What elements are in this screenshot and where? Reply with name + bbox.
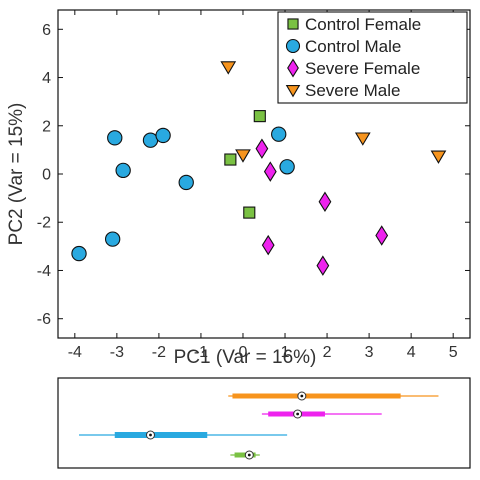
- point-triangle-down: [354, 132, 371, 146]
- point-diamond: [375, 225, 389, 246]
- x-tick-label: -2: [152, 344, 166, 361]
- legend-label: Control Male: [305, 37, 401, 56]
- y-tick-label: -6: [37, 311, 51, 328]
- y-tick-label: -4: [37, 263, 51, 280]
- x-axis: -4 -3 -2 -1 0 1 2 3 4 5: [68, 10, 458, 361]
- boxplot-panel: [57, 377, 471, 469]
- point-circle: [178, 174, 194, 191]
- y-tick-label: 0: [42, 167, 51, 184]
- x-tick-label: 2: [323, 344, 332, 361]
- legend-label: Severe Male: [305, 81, 400, 100]
- point-circle: [155, 127, 171, 144]
- x-axis-label: PC1 (Var = 16%): [174, 347, 317, 368]
- legend-marker: [285, 38, 301, 54]
- point-square: [243, 206, 256, 219]
- box-median-dot: [300, 394, 304, 398]
- x-tick-label: -4: [68, 344, 82, 361]
- scatter-points: [71, 61, 447, 276]
- y-axis: -6 -4 -2 0 2 4 6: [37, 22, 470, 328]
- box-median-dot: [296, 412, 300, 416]
- legend-marker: [285, 85, 301, 98]
- box-median-dot: [247, 453, 251, 457]
- legend-marker: [287, 58, 299, 78]
- x-tick-label: 0: [239, 344, 248, 361]
- x-tick-label: 4: [407, 344, 416, 361]
- x-tick-label: 5: [449, 344, 458, 361]
- point-circle: [104, 231, 121, 247]
- point-diamond: [255, 138, 269, 159]
- point-triangle-down: [220, 61, 237, 75]
- legend: Control Female Control Male Severe Female S…: [277, 11, 468, 104]
- y-tick-label: 6: [42, 22, 51, 39]
- box-iqr: [232, 393, 401, 399]
- point-diamond: [263, 161, 277, 182]
- y-axis-label: PC2 (Var = 15%): [6, 103, 27, 246]
- y-tick-label: -2: [37, 215, 51, 232]
- point-square: [224, 153, 237, 166]
- point-diamond: [316, 255, 330, 276]
- y-tick-label: 4: [42, 70, 51, 87]
- point-circle: [107, 130, 123, 146]
- legend-label: Severe Female: [305, 59, 420, 78]
- point-diamond: [318, 191, 332, 212]
- x-tick-label: -3: [110, 344, 124, 361]
- box-median-dot: [149, 433, 152, 437]
- point-circle: [279, 159, 295, 175]
- x-tick-label: -1: [194, 344, 208, 361]
- point-triangle-down: [430, 150, 447, 164]
- point-circle: [71, 245, 87, 262]
- legend-label: Control Female: [305, 15, 421, 34]
- point-circle: [271, 126, 287, 142]
- boxplot-frame: [57, 377, 471, 469]
- point-square: [253, 110, 266, 123]
- point-diamond: [261, 234, 275, 256]
- x-tick-label: 3: [365, 344, 374, 361]
- box-iqr: [114, 432, 208, 438]
- boxplot-rows: [79, 391, 439, 460]
- scatter-panel: -4 -3 -2 -1 0 1 2 3 4 5 -6 -4 -2 0 2 4 6 PC1 (Var = 16%…: [6, 9, 471, 368]
- x-tick-label: 1: [281, 344, 290, 361]
- point-circle: [115, 162, 131, 179]
- point-triangle-down: [235, 149, 251, 163]
- legend-marker: [287, 18, 299, 30]
- y-tick-label: 2: [42, 118, 51, 135]
- legend-box: [277, 11, 468, 104]
